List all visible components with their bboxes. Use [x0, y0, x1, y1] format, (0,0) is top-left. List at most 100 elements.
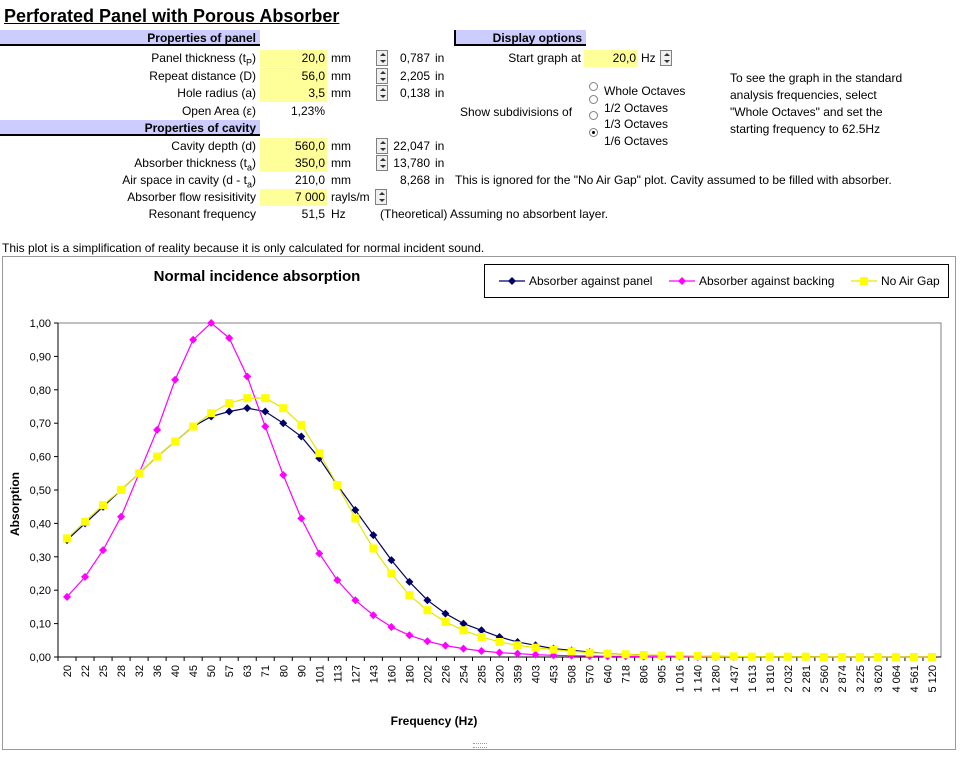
- label-text: Cavity depth (d): [171, 139, 256, 153]
- data-point: [513, 649, 522, 658]
- value-spinner[interactable]: [376, 85, 388, 101]
- subdivision-option-label[interactable]: 1/2 Octaves: [604, 100, 669, 115]
- data-point: [855, 653, 864, 661]
- value-input[interactable]: 3,5: [260, 85, 327, 102]
- start-frequency-input[interactable]: 20,0: [584, 50, 638, 67]
- x-tick-label: 285: [476, 665, 488, 683]
- data-point: [441, 609, 450, 618]
- x-tick-label: 40: [170, 665, 182, 677]
- property-label: Air space in cavity (d - ta): [0, 172, 256, 189]
- subdivision-option-label[interactable]: Whole Octaves: [604, 84, 686, 98]
- resonant-note: (Theoretical) Assuming no absorbent laye…: [380, 207, 609, 221]
- x-tick-label: 3 225: [855, 665, 867, 693]
- data-point: [225, 334, 234, 343]
- data-point: [405, 591, 414, 600]
- data-point: [927, 653, 936, 661]
- x-tick-label: 2 560: [819, 665, 831, 693]
- start-frequency-spinner[interactable]: [660, 50, 672, 66]
- value-input[interactable]: 56,0: [260, 67, 327, 85]
- cavity-header: Properties of cavity: [0, 120, 260, 136]
- data-point: [621, 650, 630, 659]
- data-point: [297, 432, 306, 441]
- label-suffix: ): [252, 173, 256, 187]
- data-point: [171, 375, 180, 384]
- x-axis-label: Frequency (Hz): [391, 714, 478, 728]
- value-input[interactable]: 560,0: [260, 138, 327, 155]
- value-spinner[interactable]: [376, 138, 388, 154]
- hint-line: To see the graph in the standard: [730, 71, 903, 85]
- data-point: [387, 569, 396, 578]
- subdivision-option-label[interactable]: 1/6 Octaves: [604, 133, 669, 148]
- inches-value: 13,780: [393, 156, 430, 170]
- value-input[interactable]: 7 000: [260, 189, 327, 206]
- unit-label: mm: [331, 173, 351, 187]
- x-tick-label: 2 032: [783, 665, 795, 693]
- data-point: [369, 544, 378, 553]
- data-point: [675, 651, 684, 660]
- data-point: [279, 404, 288, 413]
- data-point: [711, 652, 720, 661]
- value-spinner[interactable]: [376, 155, 388, 171]
- x-tick-label: 2 874: [837, 665, 849, 693]
- data-point: [801, 652, 810, 661]
- y-axis-label: Absorption: [8, 472, 22, 536]
- y-tick-label: 0,30: [30, 552, 51, 564]
- value-spinner[interactable]: [376, 50, 388, 66]
- value-spinner[interactable]: [376, 67, 388, 84]
- chart-area[interactable]: Normal incidence absorption Frequency (H…: [2, 256, 956, 750]
- data-point: [495, 648, 504, 657]
- data-point: [495, 637, 504, 646]
- data-point: [351, 514, 360, 523]
- computed-value: 51,5: [301, 207, 325, 221]
- value-input[interactable]: 20,0: [260, 50, 327, 67]
- value-input[interactable]: 350,0: [260, 155, 327, 172]
- subdivision-radio[interactable]: [589, 111, 598, 120]
- unit-label: mm: [331, 51, 351, 65]
- hint-line: starting frequency to 62.5Hz: [730, 122, 881, 136]
- inches-unit: in: [435, 139, 445, 153]
- data-point: [459, 626, 468, 635]
- x-tick-label: 1 016: [675, 665, 687, 693]
- subdivision-radio[interactable]: [589, 127, 598, 137]
- display-header-divider: [454, 30, 456, 46]
- data-point: [441, 641, 450, 650]
- y-tick-label: 1,00: [30, 318, 51, 330]
- data-point: [765, 652, 774, 661]
- label-subscript: a: [246, 179, 252, 190]
- data-point: [207, 409, 216, 418]
- y-tick-label: 0,40: [30, 518, 51, 530]
- inches-value: 0,138: [399, 86, 430, 100]
- data-point: [315, 449, 324, 458]
- data-point: [477, 646, 486, 655]
- label-text: Air space in cavity (d - t: [122, 173, 247, 187]
- page-title: Perforated Panel with Porous Absorber: [4, 6, 340, 26]
- plot-area: [57, 322, 942, 658]
- display-options-header: Display options: [454, 30, 586, 46]
- chart-legend: Absorber against panel Absorber against b…: [484, 264, 949, 298]
- data-point: [387, 622, 396, 631]
- subdivision-radio[interactable]: [589, 94, 598, 104]
- x-tick-label: 1 280: [711, 665, 723, 693]
- data-point: [549, 651, 558, 660]
- x-tick-label: 113: [332, 665, 344, 683]
- x-tick-label: 22: [80, 665, 92, 677]
- subdivision-radio[interactable]: [589, 82, 598, 91]
- data-point: [459, 619, 468, 628]
- data-point: [405, 577, 414, 586]
- value-spinner[interactable]: [375, 189, 387, 205]
- data-point: [279, 470, 288, 479]
- x-tick-label: 63: [242, 665, 254, 677]
- subdivision-option-label[interactable]: 1/3 Octaves: [604, 117, 669, 131]
- property-label: Absorber thickness (ta): [0, 155, 256, 172]
- data-point: [531, 643, 540, 652]
- data-point: [117, 486, 126, 494]
- data-point: [243, 404, 252, 413]
- resize-grip[interactable]: [473, 743, 487, 748]
- x-tick-label: 25: [98, 665, 110, 677]
- x-tick-label: 718: [621, 665, 633, 683]
- x-tick-label: 160: [386, 665, 398, 683]
- x-tick-label: 453: [549, 665, 561, 683]
- data-point: [477, 632, 486, 641]
- x-tick-label: 90: [296, 665, 308, 677]
- data-point: [423, 637, 432, 646]
